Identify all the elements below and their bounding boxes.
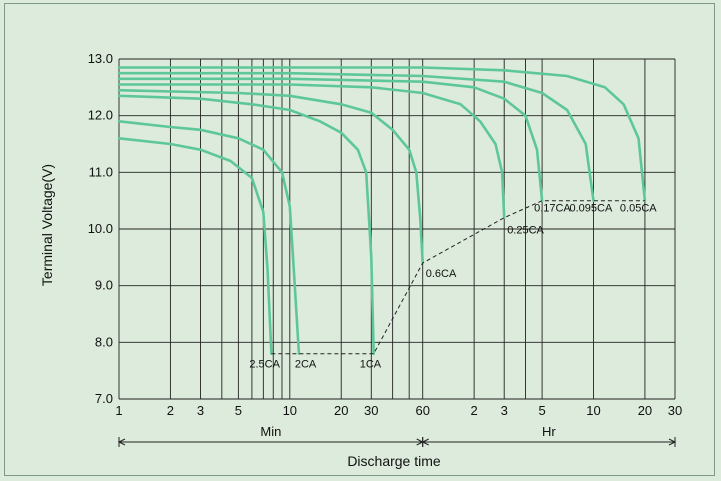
y-tick-labels: 7.0 8.0 9.0 10.0 11.0 12.0 13.0 [88,51,113,406]
curve-label-2.5CA: 2.5CA [249,359,280,371]
curve-1CA [117,94,375,355]
range-arrow-left-1 [421,438,429,446]
y-tick-label-4: 11.0 [89,164,113,179]
x-tick-label-0: 1 [115,403,122,418]
grid-lines [118,58,676,400]
curve-label-2CA: 2CA [295,359,317,371]
y-tick-label-1: 8.0 [95,334,113,349]
x-tick-label-8: 2 [471,403,478,418]
curve-2CA [117,120,301,355]
x-tick-label-9: 3 [501,403,508,418]
curve-0.25CA [117,83,506,219]
x-tick-label-12: 20 [638,403,652,418]
range-arrow-right-1 [668,438,677,446]
y-tick-label-3: 10.0 [88,221,113,236]
x-tick-label-13: 30 [668,403,682,418]
x-axis-title: Discharge time [347,453,441,469]
curve-0.05CA [117,66,647,202]
range-label-hr: Hr [542,424,556,439]
curve-label-0.17CA: 0.17CA [534,203,571,215]
x-tick-label-3: 5 [235,403,242,418]
discharge-curves [117,66,647,355]
x-tick-label-11: 10 [586,403,600,418]
curve-label-0.095CA: 0.095CA [570,203,613,215]
y-tick-label-5: 12.0 [88,108,113,123]
x-tick-label-6: 30 [364,403,378,418]
x-tick-label-2: 3 [197,403,204,418]
x-tick-label-4: 10 [283,403,297,418]
cutoff-line [271,200,645,355]
time-ranges: Min Hr [117,424,677,447]
x-tick-labels: 1 2 3 5 10 20 30 60 2 3 5 10 20 30 [115,403,682,418]
curve-label-0.25CA: 0.25CA [507,225,544,237]
curve-label-1CA: 1CA [360,359,382,371]
curve-0.095CA [117,71,595,202]
x-tick-label-5: 20 [334,403,348,418]
curve-0.17CA [117,77,544,202]
y-tick-label-0: 7.0 [95,391,113,406]
x-tick-label-7: 60 [415,403,429,418]
curve-label-0.05CA: 0.05CA [620,203,657,215]
y-axis-title: Terminal Voltage(V) [39,164,55,286]
curve-0.6CA [117,88,424,265]
curve-label-0.6CA: 0.6CA [426,268,457,280]
cutoff-line-group [271,200,645,355]
chart-frame: 2.5CA 2CA 1CA 0.6CA 0.25CA 0.17CA 0.095CA 0.05C… [4,3,715,476]
range-label-min: Min [260,424,281,439]
x-tick-label-1: 2 [167,403,174,418]
y-tick-label-2: 9.0 [95,278,113,293]
y-tick-label-6: 13.0 [88,51,113,66]
range-arrow-left-0 [117,438,126,446]
curve-2.5CA [117,137,273,355]
x-tick-label-10: 5 [538,403,545,418]
